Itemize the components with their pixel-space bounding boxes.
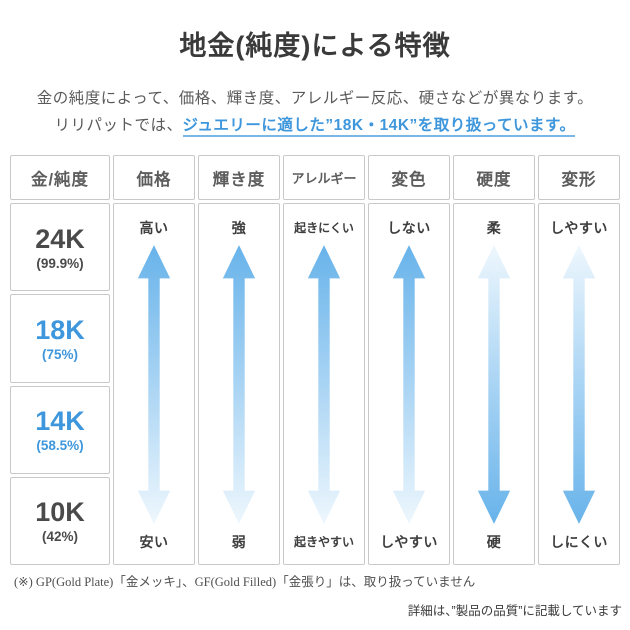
attribute-column-hardness: 柔 硬 [453,203,535,565]
col-header-hardness: 硬度 [453,155,535,200]
footnote-plating-note: (※) GP(Gold Plate)「金メッキ」、GF(Gold Filled)… [14,575,476,589]
col-header-discoloration: 変色 [368,155,450,200]
purity-row-24k: 24K (99.9%) [10,203,110,292]
price-bottom-label: 安い [139,534,169,550]
allergy-bottom-label: 起きやすい [293,535,354,549]
subtitle-prefix: リリパットでは、 [54,117,183,134]
price-top-label: 高い [139,220,169,236]
purity-row-10k: 10K (42%) [10,476,110,565]
discoloration-bottom-label: しやすい [380,534,438,550]
attribute-column-price: 高い 安い [113,203,195,565]
price-gradient-arrow-icon [137,245,171,524]
attribute-column-deformation: しやすい しにくい [538,203,620,565]
col-header-allergy: アレルギー [283,155,365,200]
karat-label: 24K [35,223,85,254]
allergy-gradient-arrow-icon [307,245,341,524]
percent-label: (42%) [41,529,78,545]
percent-label: (75%) [41,346,78,362]
brightness-gradient-arrow-icon [222,245,256,524]
detail-reference-note: 詳細は、”製品の品質”に記載しています [407,604,622,618]
hardness-gradient-arrow-icon [477,245,511,524]
subtitle-line1: 金の純度によって、価格、輝き度、アレルギー反応、硬さなどが異なります。 [36,90,594,107]
percent-label: (99.9%) [36,255,84,271]
brightness-top-label: 強 [231,220,247,236]
attribute-column-allergy: 起きにくい 起きやすい [283,203,365,565]
deformation-top-label: しやすい [550,220,608,236]
karat-label: 10K [35,497,85,528]
percent-label: (58.5%) [36,438,84,454]
col-header-brightness: 輝き度 [198,155,280,200]
attribute-column-discoloration: しない しやすい [368,203,450,565]
attribute-column-brightness: 強 弱 [198,203,280,565]
purity-range-link[interactable]: ジュエリーに適した”18K・14K”を取り扱っています。 [182,117,576,137]
discoloration-gradient-arrow-icon [392,245,426,524]
karat-label: 18K [35,314,85,345]
purity-column: 24K (99.9%) 18K (75%) 14K (58.5%) 10K (4… [10,203,110,565]
col-header-deformation: 変形 [538,155,620,200]
karat-label: 14K [35,406,85,437]
col-header-metal-purity: 金/純度 [10,155,110,200]
discoloration-top-label: しない [387,220,431,236]
page-title: 地金(純度)による特徴 [179,31,451,61]
hardness-top-label: 柔 [486,220,502,236]
hardness-bottom-label: 硬 [486,534,502,550]
brightness-bottom-label: 弱 [231,534,247,550]
purity-comparison-table: 金/純度 価格 輝き度 アレルギー 変色 硬度 変形 24K (99.9%) 1… [10,155,620,565]
subtitle-line2: リリパットでは、ジュエリーに適した”18K・14K”を取り扱っています。 [0,113,630,137]
allergy-top-label: 起きにくい [294,221,354,235]
purity-row-14k: 14K (58.5%) [10,385,110,474]
col-header-price: 価格 [113,155,195,200]
purity-row-18k: 18K (75%) [10,294,110,383]
deformation-gradient-arrow-icon [562,245,596,524]
deformation-bottom-label: しにくい [550,534,608,550]
